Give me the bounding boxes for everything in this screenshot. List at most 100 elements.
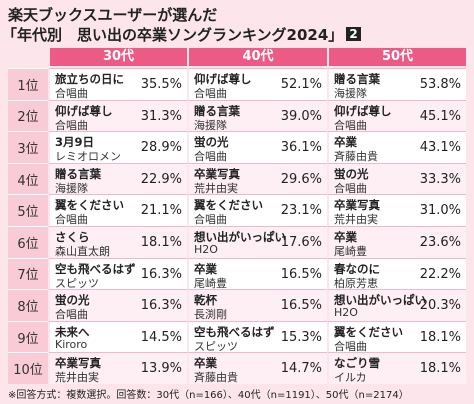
cell: 卒業写真 荒井由実 31.0% bbox=[327, 194, 466, 226]
song-title: 春なのに bbox=[334, 261, 380, 276]
title-line2-wrap: 「年代別 思い出の卒業ソングランキング2024」 2 bbox=[2, 24, 361, 45]
column-header: 40代 bbox=[187, 48, 327, 66]
song-title: 蛍の光 bbox=[194, 135, 229, 150]
column-header: 30代 bbox=[48, 48, 187, 66]
artist: H2O bbox=[334, 306, 358, 320]
rank: 10位 bbox=[8, 352, 48, 384]
badge: 2 bbox=[346, 27, 361, 41]
cell: なごり雪 イルカ 18.1% bbox=[327, 352, 466, 384]
artist: スピッツ bbox=[194, 339, 238, 353]
song-title: 翼をください bbox=[334, 324, 403, 339]
song-title: 未来へ bbox=[55, 324, 90, 339]
title-line1: 楽天ブックスユーザーが選んだ bbox=[8, 6, 218, 24]
song-title: 旅立ちの日に bbox=[55, 72, 124, 86]
artist: 合唱曲 bbox=[334, 118, 367, 132]
rank: 7位 bbox=[8, 257, 48, 290]
percentage: 22.2% bbox=[419, 266, 461, 282]
rank: 8位 bbox=[8, 289, 48, 321]
cell: 仰げば尊し 合唱曲 31.3% bbox=[48, 99, 187, 132]
percentage: 14.7% bbox=[280, 361, 322, 377]
cell: 蛍の光 合唱曲 16.3% bbox=[48, 289, 187, 321]
percentage: 31.0% bbox=[419, 203, 461, 219]
cell: 仰げば尊し 合唱曲 45.1% bbox=[327, 99, 466, 132]
percentage: 16.3% bbox=[140, 266, 182, 282]
percentage: 16.5% bbox=[280, 266, 322, 282]
artist: 合唱曲 bbox=[194, 150, 227, 164]
artist: 合唱曲 bbox=[334, 339, 367, 353]
rank: 2位 bbox=[8, 99, 48, 132]
cell: 贈る言葉 海援隊 39.0% bbox=[187, 99, 327, 132]
percentage: 53.8% bbox=[419, 77, 461, 92]
song-title: 仰げば尊し bbox=[194, 72, 252, 86]
percentage: 39.0% bbox=[280, 108, 322, 124]
percentage: 13.9% bbox=[140, 361, 182, 377]
cell: 贈る言葉 海援隊 22.9% bbox=[48, 162, 187, 195]
percentage: 14.5% bbox=[140, 329, 182, 345]
song-title: 卒業写真 bbox=[334, 198, 380, 213]
artist: 合唱曲 bbox=[55, 308, 88, 322]
percentage: 43.1% bbox=[419, 140, 461, 156]
cell: 空も飛べるはず スピッツ 15.3% bbox=[187, 320, 327, 353]
song-title: 卒業 bbox=[194, 261, 217, 276]
artist: 斉藤由貴 bbox=[194, 371, 238, 385]
cell: 卒業 尾崎豊 23.6% bbox=[327, 225, 466, 258]
rank: 5位 bbox=[8, 194, 48, 226]
song-title: 3月9日 bbox=[55, 135, 95, 150]
artist: スピッツ bbox=[55, 276, 99, 290]
cell: 翼をください 合唱曲 18.1% bbox=[327, 320, 466, 353]
rank: 6位 bbox=[8, 225, 48, 258]
song-title: 仰げば尊し bbox=[334, 103, 392, 118]
song-title: 想い出がいっぱい bbox=[194, 229, 286, 244]
cell: 翼をください 合唱曲 21.1% bbox=[48, 194, 187, 226]
percentage: 35.5% bbox=[140, 77, 182, 92]
cell: 蛍の光 合唱曲 33.3% bbox=[327, 162, 466, 195]
artist: 合唱曲 bbox=[55, 87, 88, 100]
cell: さくら 森山直太朗 18.1% bbox=[48, 225, 187, 258]
cell: 卒業写真 荒井由実 29.6% bbox=[187, 162, 327, 195]
artist: 合唱曲 bbox=[334, 181, 367, 195]
artist: 合唱曲 bbox=[194, 87, 227, 100]
cell: 春なのに 柏原芳恵 22.2% bbox=[327, 257, 466, 290]
cell: 仰げば尊し 合唱曲 52.1% bbox=[187, 68, 327, 100]
artist: 斉藤由貴 bbox=[334, 150, 378, 164]
artist: 森山直太朗 bbox=[55, 244, 110, 258]
song-title: 空も飛べるはず bbox=[194, 324, 275, 339]
percentage: 23.6% bbox=[419, 234, 461, 250]
footnote: ※回答方式：複数選択。回答数：30代（n=166）、40代（n=1191）、50… bbox=[8, 390, 409, 401]
percentage: 36.1% bbox=[280, 140, 322, 156]
song-title: 卒業写真 bbox=[55, 356, 101, 371]
percentage: 15.3% bbox=[280, 329, 322, 345]
percentage: 23.1% bbox=[280, 203, 322, 219]
cell: 3月9日 レミオロメン 28.9% bbox=[48, 131, 187, 163]
title-line2: 「年代別 思い出の卒業ソングランキング2024」 bbox=[2, 26, 344, 44]
cell: 旅立ちの日に 合唱曲 35.5% bbox=[48, 68, 187, 100]
column-header: 50代 bbox=[327, 48, 466, 66]
percentage: 16.5% bbox=[280, 298, 322, 314]
percentage: 18.1% bbox=[419, 329, 461, 345]
cell: 想い出がいっぱい H2O 20.3% bbox=[327, 289, 466, 321]
song-title: 乾杯 bbox=[194, 293, 217, 308]
artist: 合唱曲 bbox=[194, 213, 227, 227]
percentage: 16.3% bbox=[140, 298, 182, 314]
song-title: 想い出がいっぱい bbox=[334, 293, 426, 308]
cell: 未来へ Kiroro 14.5% bbox=[48, 320, 187, 353]
rank: 9位 bbox=[8, 320, 48, 353]
corner bbox=[8, 48, 48, 66]
rank: 1位 bbox=[8, 68, 48, 100]
artist: 海援隊 bbox=[334, 87, 367, 100]
artist: 合唱曲 bbox=[55, 118, 88, 132]
percentage: 20.3% bbox=[419, 298, 461, 314]
cell: 卒業 斉藤由貴 14.7% bbox=[187, 352, 327, 384]
artist: 尾崎豊 bbox=[194, 276, 227, 290]
cell: 乾杯 長渕剛 16.5% bbox=[187, 289, 327, 321]
percentage: 29.6% bbox=[280, 171, 322, 187]
artist: 海援隊 bbox=[55, 181, 88, 195]
song-title: 卒業写真 bbox=[194, 166, 240, 181]
artist: イルカ bbox=[334, 371, 367, 385]
song-title: 蛍の光 bbox=[55, 293, 90, 308]
percentage: 28.9% bbox=[140, 140, 182, 156]
percentage: 17.6% bbox=[280, 234, 322, 250]
cell: 翼をください 合唱曲 23.1% bbox=[187, 194, 327, 226]
percentage: 21.1% bbox=[140, 203, 182, 219]
artist: 長渕剛 bbox=[194, 308, 227, 322]
